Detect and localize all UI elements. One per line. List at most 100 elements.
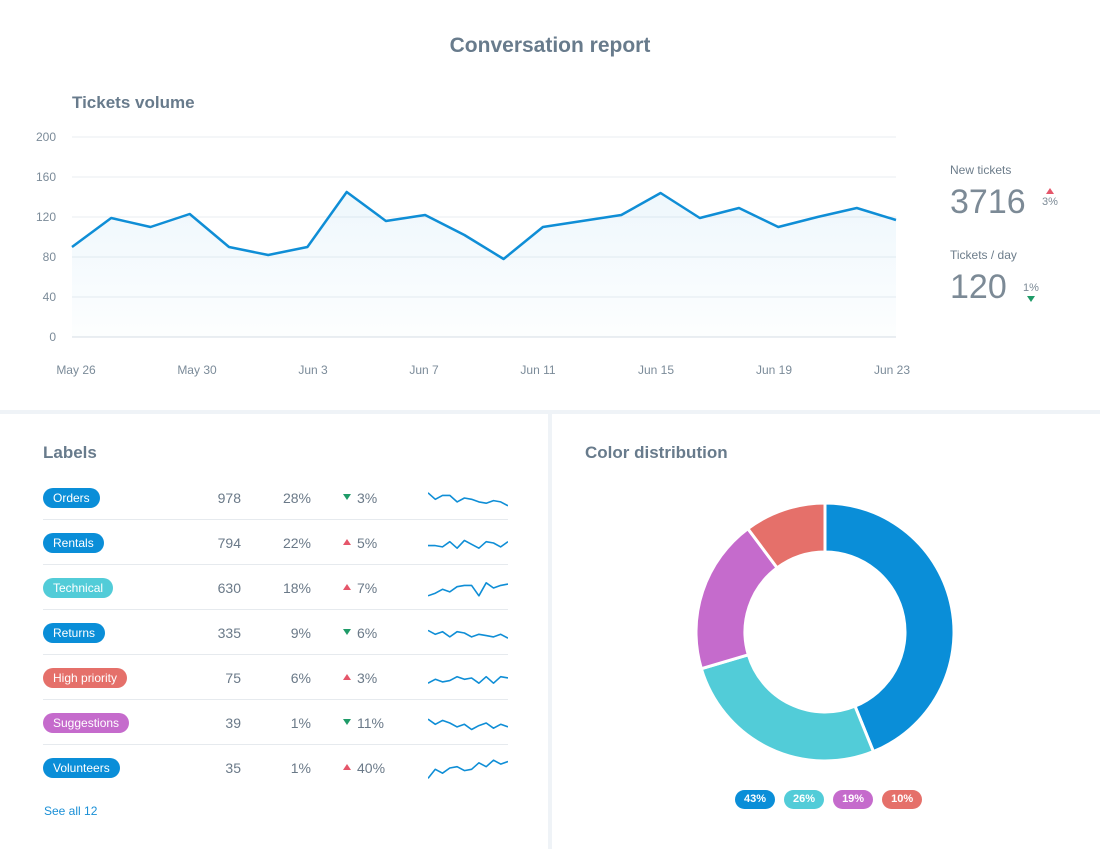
x-tick-label: Jun 23	[874, 363, 910, 377]
label-change: 11%	[343, 715, 384, 731]
x-tick-label: Jun 11	[520, 363, 555, 377]
legend-pill: 19%	[833, 790, 874, 809]
tickets-per-day-change: 1%	[1021, 282, 1041, 302]
sparkline-path	[428, 759, 508, 779]
tickets-per-day-stat: Tickets / day 120	[950, 248, 1017, 307]
label-count: 39	[225, 715, 241, 731]
tickets-per-day-label: Tickets / day	[950, 248, 1017, 262]
label-percent: 1%	[290, 760, 311, 776]
label-change: 40%	[343, 760, 385, 776]
label-count: 630	[217, 580, 241, 596]
label-change: 3%	[343, 490, 377, 506]
sparkline-path	[428, 582, 508, 597]
column-divider	[548, 414, 552, 849]
label-change-value: 6%	[357, 625, 378, 641]
label-row[interactable]: Volunteers 35 1% 40%	[43, 745, 508, 790]
donut-slice	[699, 652, 876, 763]
label-change: 3%	[343, 670, 377, 686]
new-tickets-label: New tickets	[950, 163, 1012, 177]
sparkline-path	[428, 629, 508, 639]
label-row[interactable]: Orders 978 28% 3%	[43, 475, 508, 520]
new-tickets-value: 3716	[950, 183, 1026, 221]
legend-pill: 43%	[735, 790, 776, 809]
label-sparkline	[428, 675, 508, 685]
label-change-value: 3%	[357, 670, 378, 686]
label-row[interactable]: Rentals 794 22% 5%	[43, 520, 508, 565]
distribution-legend: 43% 26% 19% 10%	[735, 790, 923, 809]
color-distribution-donut	[694, 501, 956, 763]
down-arrow-icon	[343, 629, 351, 636]
label-pill[interactable]: High priority	[43, 668, 128, 688]
label-change-value: 40%	[357, 760, 386, 776]
label-change: 5%	[343, 535, 377, 551]
label-count: 335	[217, 625, 241, 641]
see-all-link[interactable]: See all 12	[44, 804, 98, 818]
down-arrow-icon	[1027, 296, 1035, 302]
up-arrow-icon	[343, 674, 351, 681]
label-row[interactable]: High priority 75 6% 3%	[43, 655, 508, 700]
tickets-volume-chart: 0 40 80 120 160 200 May 26 May 30 Jun 3 Jun 7 Jun …	[36, 130, 910, 377]
label-percent: 9%	[290, 625, 311, 641]
up-arrow-icon	[1046, 188, 1054, 194]
label-row[interactable]: Returns 335 9% 6%	[43, 610, 508, 655]
labels-table: Orders 978 28% 3% Rentals 794 22% 5% Technical 63…	[43, 475, 508, 790]
label-pill[interactable]: Rentals	[43, 533, 104, 553]
label-percent: 1%	[290, 715, 311, 731]
new-tickets-change-value: 3%	[1042, 196, 1058, 208]
x-tick-label: Jun 7	[409, 363, 439, 377]
donut-slice	[745, 501, 827, 570]
tickets-volume-title: Tickets volume	[72, 93, 195, 112]
donut-slice	[823, 501, 956, 754]
label-change: 6%	[343, 625, 377, 641]
label-change-value: 3%	[357, 490, 378, 506]
new-tickets-stat: New tickets 3716	[950, 163, 1026, 222]
up-arrow-icon	[343, 539, 351, 546]
volume-line	[71, 190, 897, 261]
label-pill[interactable]: Suggestions	[43, 713, 130, 733]
tickets-per-day-value: 120	[950, 268, 1007, 306]
label-percent: 18%	[282, 580, 311, 596]
labels-title: Labels	[43, 443, 97, 462]
up-arrow-icon	[343, 584, 351, 591]
volume-area	[72, 192, 896, 337]
label-sparkline	[428, 718, 508, 731]
color-distribution-title: Color distribution	[585, 443, 728, 462]
y-tick-label: 0	[49, 330, 56, 344]
label-sparkline	[428, 539, 508, 550]
label-row[interactable]: Suggestions 39 1% 11%	[43, 700, 508, 745]
label-pill[interactable]: Returns	[43, 623, 106, 643]
label-sparkline	[428, 759, 508, 779]
sparkline-path	[428, 675, 508, 685]
y-tick-label: 200	[36, 130, 56, 144]
label-sparkline	[428, 582, 508, 597]
label-count: 75	[225, 670, 241, 686]
x-tick-label: Jun 15	[638, 363, 674, 377]
label-count: 794	[217, 535, 241, 551]
new-tickets-change: 3%	[1040, 188, 1060, 208]
sparkline-path	[428, 718, 508, 731]
y-tick-label: 40	[43, 290, 57, 304]
label-percent: 6%	[290, 670, 311, 686]
page-title: Conversation report	[449, 34, 651, 57]
label-pill[interactable]: Volunteers	[43, 758, 120, 778]
sparkline-path	[428, 539, 508, 550]
sparkline-path	[428, 492, 508, 507]
y-tick-label: 80	[43, 250, 57, 264]
label-change-value: 5%	[357, 535, 378, 551]
label-count: 35	[225, 760, 241, 776]
legend-pill: 10%	[882, 790, 923, 809]
down-arrow-icon	[343, 719, 351, 726]
section-divider	[0, 410, 1100, 414]
tickets-per-day-change-value: 1%	[1023, 282, 1039, 294]
label-sparkline	[428, 492, 508, 507]
y-tick-label: 160	[36, 170, 56, 184]
label-pill[interactable]: Technical	[43, 578, 114, 598]
up-arrow-icon	[343, 764, 351, 771]
label-count: 978	[217, 490, 241, 506]
label-pill[interactable]: Orders	[43, 488, 100, 508]
label-percent: 28%	[282, 490, 311, 506]
label-change-value: 11%	[357, 715, 384, 731]
x-tick-label: Jun 3	[298, 363, 328, 377]
legend-pill: 26%	[784, 790, 825, 809]
label-row[interactable]: Technical 630 18% 7%	[43, 565, 508, 610]
